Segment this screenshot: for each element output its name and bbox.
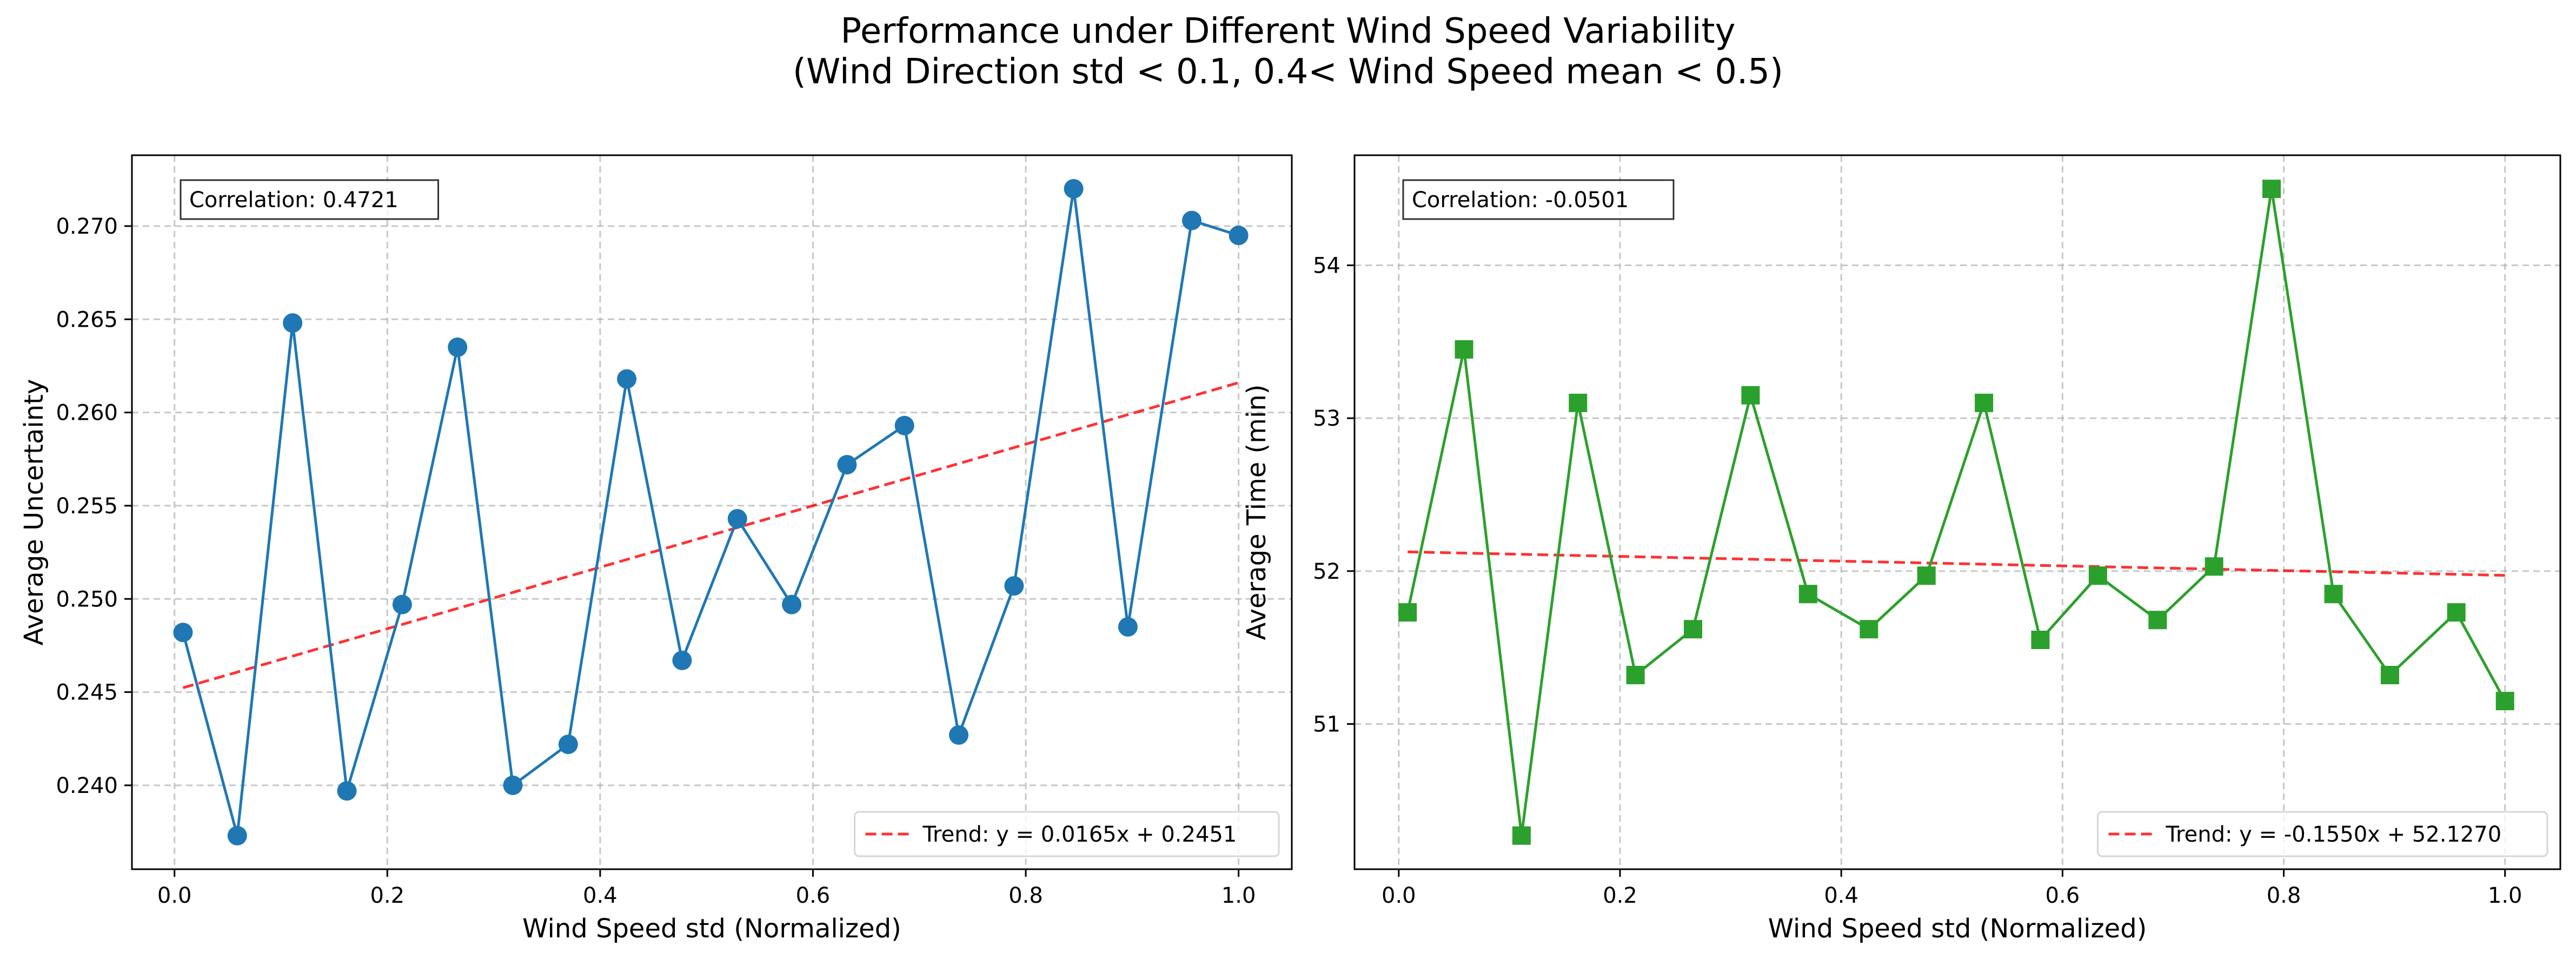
- legend-box: [854, 811, 1280, 857]
- data-point: [617, 369, 637, 389]
- legend-label: Trend: y = 0.0165x + 0.2451: [922, 822, 1237, 847]
- data-point: [392, 594, 412, 614]
- data-point: [558, 735, 578, 755]
- figure-title-line1: Performance under Different Wind Speed V…: [840, 11, 1736, 51]
- y-tick-label: 0.245: [56, 680, 118, 705]
- data-point: [672, 650, 692, 670]
- data-point: [1004, 576, 1024, 596]
- y-tick-label: 0.240: [56, 773, 118, 798]
- axes-frame: [131, 154, 1293, 870]
- y-tick-label: 0.265: [56, 307, 118, 332]
- data-point: [1182, 210, 1202, 230]
- data-point: [949, 725, 969, 745]
- data-point: [283, 313, 303, 333]
- data-point: [837, 455, 857, 475]
- data-point: [337, 781, 357, 801]
- x-tick-label: 0.2: [370, 883, 404, 908]
- data-point: [1229, 226, 1249, 246]
- correlation-box: [180, 179, 439, 220]
- x-tick-label: 0.4: [583, 883, 618, 908]
- correlation-label: Correlation: 0.4721: [189, 188, 399, 213]
- data-point: [227, 825, 247, 845]
- data-point: [448, 337, 468, 357]
- data-point: [1118, 617, 1138, 637]
- data-point: [173, 623, 193, 643]
- data-point: [894, 415, 914, 435]
- y-tick-label: 0.260: [56, 401, 118, 426]
- x-tick-label: 0.6: [796, 883, 831, 908]
- figure-title-line2: (Wind Direction std < 0.1, 0.4< Wind Spe…: [793, 52, 1783, 92]
- x-tick-label: 0.0: [157, 883, 192, 908]
- data-point: [1064, 179, 1084, 199]
- data-point: [727, 509, 747, 529]
- y-tick-label: 0.270: [56, 214, 118, 239]
- x-axis-label: Wind Speed std (Normalized): [522, 914, 901, 944]
- data-point: [503, 775, 523, 795]
- series-line: [182, 188, 1239, 836]
- y-axis-label: Average Uncertainty: [19, 379, 49, 646]
- data-point: [782, 594, 802, 614]
- y-tick-label: 0.250: [56, 587, 118, 612]
- x-tick-label: 0.8: [1008, 883, 1043, 908]
- trend-line: [182, 381, 1239, 689]
- y-tick-label: 0.255: [56, 494, 118, 519]
- x-tick-label: 1.0: [1221, 883, 1256, 908]
